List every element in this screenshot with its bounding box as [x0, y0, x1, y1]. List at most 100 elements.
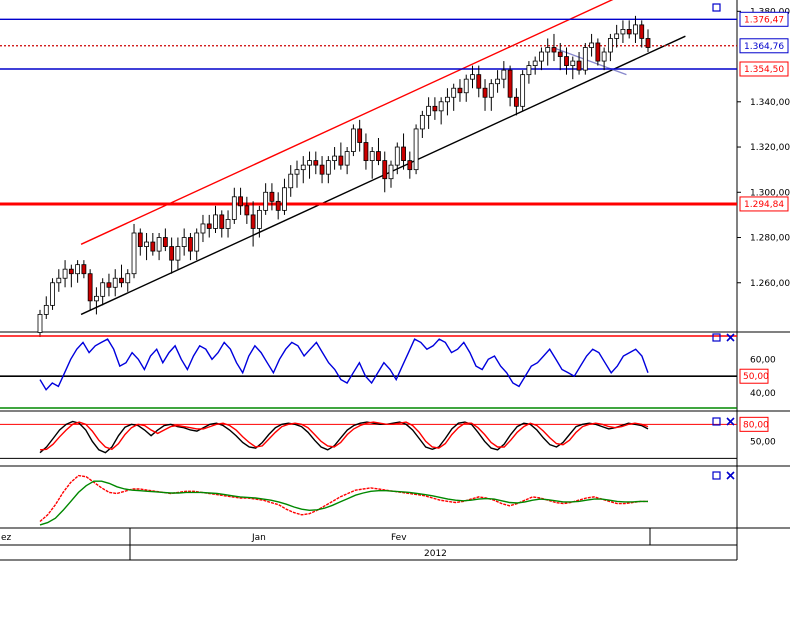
level-label: 1.364,76: [744, 42, 784, 52]
candle-body: [626, 29, 632, 35]
close-x-icon[interactable]: [726, 333, 735, 342]
level-label: 1.376,47: [744, 15, 784, 25]
series-line: [39, 338, 649, 391]
candle-body: [43, 304, 49, 315]
close-x-icon[interactable]: [726, 471, 735, 480]
candle-body: [570, 60, 576, 67]
candle-body: [507, 69, 513, 98]
square-icon[interactable]: [712, 417, 721, 426]
x-tick-label: Fev: [391, 533, 407, 543]
candle-body: [94, 295, 99, 302]
candle-body: [269, 191, 275, 202]
candle-body: [288, 173, 294, 189]
candle-body: [231, 196, 237, 220]
candle-body: [62, 268, 68, 279]
candle-body: [582, 47, 588, 71]
candle-body: [639, 24, 645, 39]
candle-body: [401, 146, 406, 162]
candle-body: [344, 151, 350, 166]
candle-body: [225, 219, 231, 229]
candle-body: [175, 246, 181, 261]
square-icon[interactable]: [712, 3, 721, 12]
candle-body: [206, 223, 212, 229]
candle-body: [545, 47, 551, 53]
y-tick-label: 1.260,00: [750, 279, 790, 289]
x-year-label: 2012: [424, 549, 447, 559]
y-tick-label: 40,00: [750, 389, 776, 399]
candle-body: [376, 151, 381, 162]
reference-label: 80,00: [743, 420, 769, 430]
candle-body: [50, 282, 55, 306]
candle-body: [607, 38, 613, 53]
close-x-icon[interactable]: [726, 417, 735, 426]
level-label: 1.354,50: [744, 65, 784, 75]
candle-body: [81, 264, 87, 275]
candle-body: [56, 277, 62, 284]
candle-body: [119, 277, 124, 284]
candle-body: [238, 196, 243, 207]
candle-body: [413, 128, 419, 171]
candle-body: [532, 60, 538, 67]
candle-body: [476, 74, 482, 89]
candle-body: [388, 164, 394, 180]
candle-body: [294, 169, 300, 175]
candle-body: [589, 42, 594, 48]
y-tick-label: 1.340,00: [750, 98, 790, 108]
candle-body: [282, 187, 287, 211]
candle-body: [263, 191, 269, 211]
candle-body: [68, 268, 74, 275]
candle-body: [112, 277, 118, 288]
level-label-box: [739, 38, 789, 54]
candle-body: [244, 205, 250, 216]
candle-body: [394, 146, 400, 166]
candle-body: [169, 246, 175, 261]
candle-body: [162, 237, 168, 247]
x-tick-label: Jan: [251, 533, 266, 543]
candle-body: [520, 74, 526, 107]
candle-body: [144, 241, 149, 247]
level-label: 1.294,84: [744, 200, 784, 210]
candle-body: [325, 160, 331, 175]
candle-body: [445, 96, 450, 103]
candle-body: [564, 56, 569, 66]
candle-body: [419, 114, 425, 130]
candle-body: [319, 164, 325, 175]
candle-body: [250, 214, 256, 229]
candle-body: [457, 87, 463, 94]
close-x-stroke: [726, 417, 735, 426]
candle-body: [620, 29, 626, 35]
square-icon[interactable]: [712, 471, 721, 480]
oscillator-panel: 60,00 40,00 50,00: [0, 335, 776, 409]
candle-body: [150, 241, 156, 252]
candle-body: [338, 155, 344, 166]
candle-body: [470, 74, 475, 80]
series-line: [39, 420, 649, 454]
reference-label: 50,00: [743, 372, 769, 382]
square-icon[interactable]: [712, 333, 721, 342]
stochastic-panel: 50,00 80,00: [0, 416, 776, 459]
candle-body: [551, 47, 557, 53]
candle-body: [137, 232, 143, 247]
candle-body: [188, 237, 193, 252]
candle-body: [307, 160, 312, 166]
candle-body: [595, 42, 601, 62]
candle-body: [451, 87, 457, 98]
y-tick-label: 1.320,00: [750, 143, 790, 153]
series-line: [39, 480, 648, 526]
candle-body: [200, 223, 206, 234]
candle-body: [482, 87, 488, 98]
candle-body: [601, 51, 607, 62]
candle-body: [513, 96, 519, 107]
candle-body: [539, 51, 544, 62]
candle-body: [125, 273, 131, 284]
panel-icons[interactable]: [712, 3, 735, 480]
reference-label-box: [739, 368, 769, 384]
reference-label-box: [739, 416, 769, 432]
candle-body: [432, 105, 438, 112]
candle-body: [156, 237, 162, 252]
x-tick-label: ez: [1, 533, 12, 543]
panel-frames: [0, 0, 790, 561]
y-tick-label: 60,00: [750, 355, 776, 365]
candle-body: [488, 83, 494, 98]
